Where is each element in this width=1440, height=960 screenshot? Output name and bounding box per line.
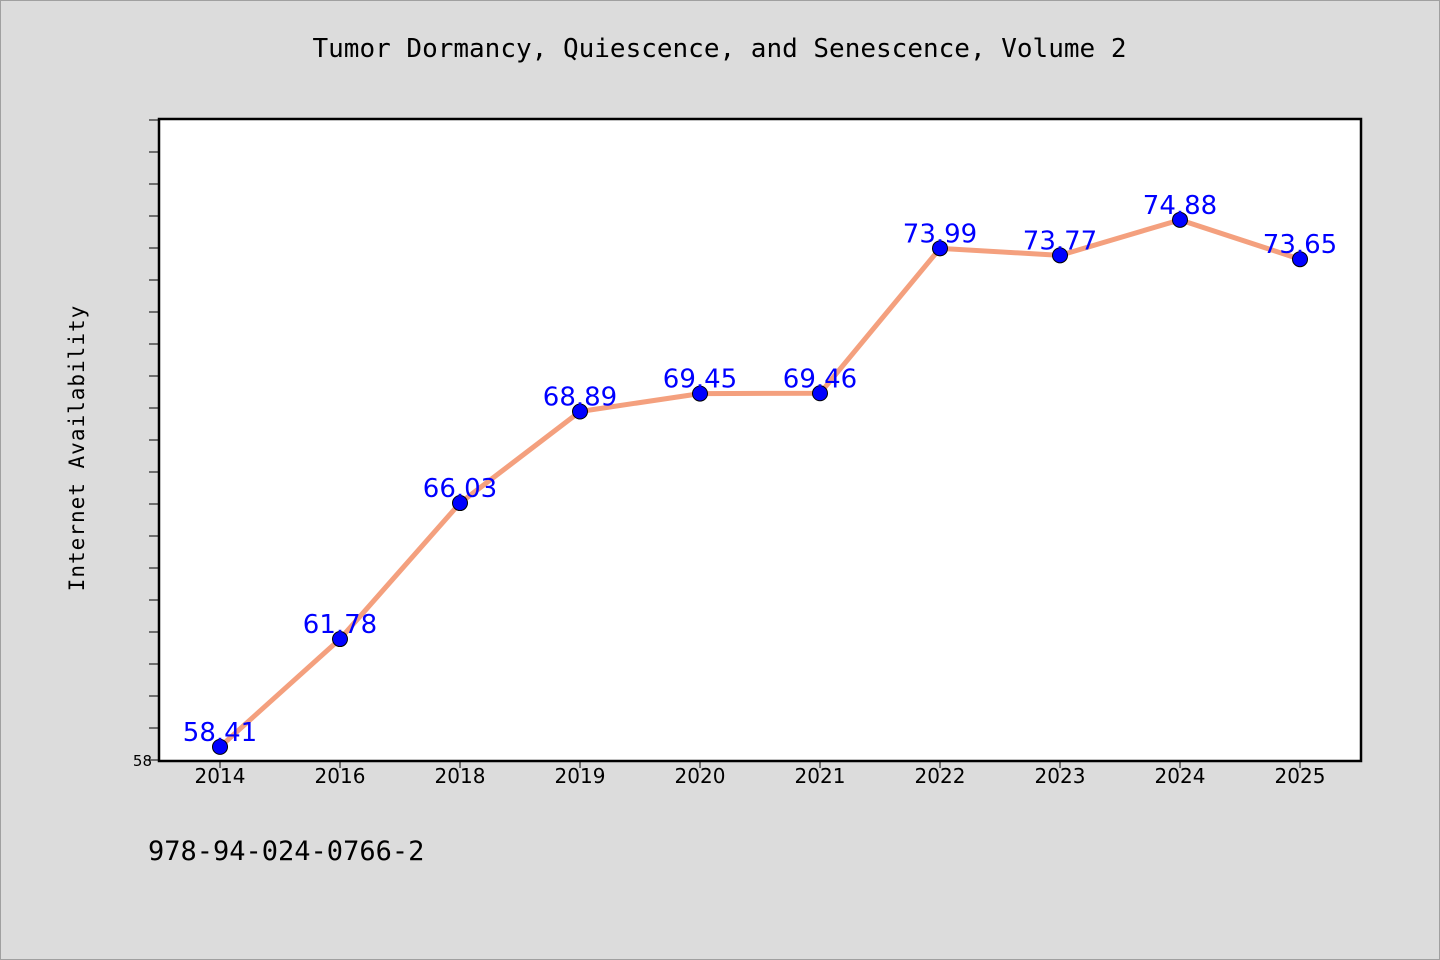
data-label: 69.45 (663, 365, 737, 395)
data-point (932, 240, 948, 257)
series-line-group (217, 217, 1303, 750)
data-point (692, 385, 708, 402)
data-labels: 58.41 61.78 66.03 68.89 69.45 69.46 73.99 73.77… (183, 191, 1337, 748)
x-tick-label: 2023 (1035, 764, 1086, 788)
data-label: 61.78 (303, 610, 377, 640)
x-tick-label: 2020 (675, 764, 726, 788)
x-tick-label: 2016 (315, 764, 366, 788)
data-point (572, 403, 588, 420)
data-point (212, 738, 228, 755)
x-tick-label: 2022 (915, 764, 966, 788)
x-tick-label: 2025 (1275, 764, 1326, 788)
data-label: 69.46 (783, 364, 857, 394)
y-tick-label: 58 (133, 752, 152, 770)
data-point (332, 631, 348, 648)
data-label: 73.65 (1263, 230, 1337, 260)
data-label: 68.89 (543, 383, 617, 413)
data-point (1172, 211, 1188, 228)
data-point (1292, 251, 1308, 268)
chart-title: Tumor Dormancy, Quiescence, and Senescen… (312, 34, 1127, 64)
isbn-footer: 978-94-024-0766-2 (148, 836, 425, 867)
x-axis-ticks: 2014 2016 2018 2019 2020 2021 2022 2023 2024 2025 (195, 760, 1326, 788)
x-tick-label: 2014 (195, 764, 246, 788)
x-tick-label: 2024 (1155, 764, 1206, 788)
data-label: 73.99 (903, 219, 977, 249)
data-point (1052, 247, 1068, 264)
data-label: 73.77 (1023, 226, 1097, 256)
data-label: 74.88 (1143, 191, 1217, 221)
data-label: 66.03 (423, 474, 497, 504)
data-markers (212, 211, 1308, 755)
data-point (812, 385, 828, 402)
series-line (217, 217, 1303, 750)
x-tick-label: 2021 (795, 764, 846, 788)
x-tick-label: 2019 (555, 764, 606, 788)
x-tick-label: 2018 (435, 764, 486, 788)
y-axis-ticks: 58 (133, 119, 159, 770)
data-label: 58.41 (183, 718, 257, 748)
data-point (452, 495, 468, 512)
